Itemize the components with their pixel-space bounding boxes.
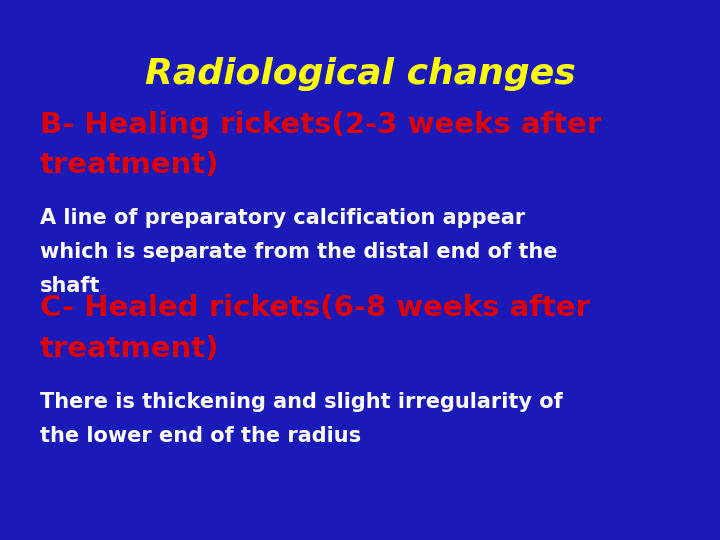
Text: which is separate from the distal end of the: which is separate from the distal end of… [40,242,557,262]
Text: shaft: shaft [40,276,100,296]
Text: treatment): treatment) [40,335,219,363]
Text: Radiological changes: Radiological changes [145,57,575,91]
Text: B- Healing rickets(2-3 weeks after: B- Healing rickets(2-3 weeks after [40,111,601,139]
Text: treatment): treatment) [40,151,219,179]
Text: C- Healed rickets(6-8 weeks after: C- Healed rickets(6-8 weeks after [40,294,590,322]
Text: the lower end of the radius: the lower end of the radius [40,426,361,446]
Text: A line of preparatory calcification appear: A line of preparatory calcification appe… [40,208,525,228]
Text: There is thickening and slight irregularity of: There is thickening and slight irregular… [40,392,562,411]
